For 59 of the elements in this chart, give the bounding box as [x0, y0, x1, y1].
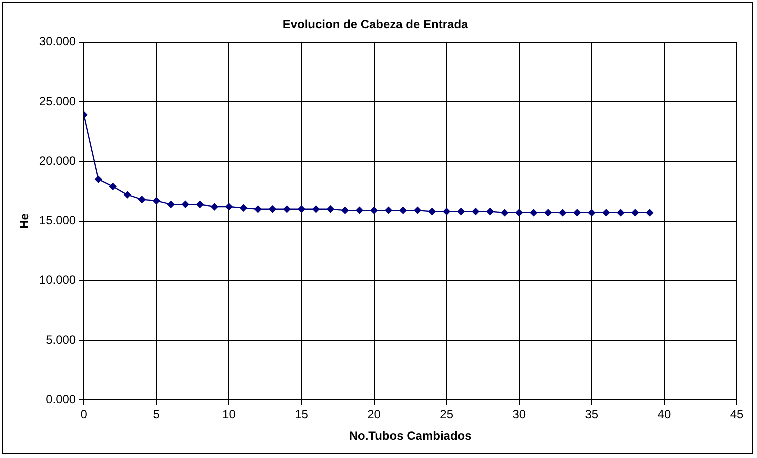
point	[617, 209, 625, 217]
point	[588, 209, 596, 217]
y-tick-label: 20.000	[39, 154, 76, 168]
point	[472, 208, 480, 216]
point	[298, 206, 306, 213]
point	[443, 208, 450, 216]
point	[240, 204, 248, 212]
y-axis-title: He	[18, 213, 32, 229]
point	[138, 196, 146, 204]
point	[182, 201, 190, 208]
x-axis-title: No.Tubos Cambiados	[349, 429, 472, 444]
point	[196, 201, 204, 208]
y-tick-label: 0.000	[46, 392, 76, 407]
point	[501, 209, 508, 217]
x-tick-label: 25	[440, 408, 454, 422]
point	[254, 206, 262, 213]
x-tick-label: 0	[80, 408, 88, 422]
point	[327, 206, 334, 213]
point	[95, 176, 102, 184]
x-tick-label: 40	[658, 408, 672, 422]
point	[602, 209, 610, 217]
point	[414, 206, 422, 214]
chart-title: Evolucion de Cabeza de Entrada	[282, 18, 469, 32]
point	[530, 209, 538, 217]
point	[646, 209, 654, 217]
point	[486, 208, 494, 216]
x-tick-label: 10	[222, 408, 236, 422]
point	[370, 206, 378, 214]
point	[458, 208, 465, 216]
point	[110, 183, 117, 190]
point	[124, 191, 132, 199]
point	[632, 209, 640, 217]
point	[516, 209, 523, 217]
x-tick-label: 30	[512, 408, 526, 422]
point	[284, 206, 291, 213]
x-tick-label: 45	[730, 408, 744, 422]
x-tick-label: 20	[368, 408, 382, 422]
point	[544, 209, 552, 217]
point	[400, 206, 407, 214]
point	[153, 197, 160, 205]
point	[428, 208, 436, 216]
point	[269, 206, 276, 213]
point	[312, 206, 320, 213]
point	[574, 209, 582, 217]
point	[226, 203, 233, 211]
y-tick-label: 25.000	[39, 94, 76, 108]
y-tick-label: 30.000	[39, 34, 76, 49]
point	[168, 201, 175, 208]
x-tick-label: 15	[295, 408, 309, 422]
point	[211, 203, 218, 211]
point	[356, 206, 364, 214]
y-tick-label: 5.000	[46, 332, 76, 347]
y-tick-label: 15.000	[39, 214, 76, 228]
point	[385, 206, 392, 214]
y-tick-label: 10.000	[39, 273, 76, 288]
point	[559, 209, 566, 217]
x-tick-label: 5	[153, 408, 160, 422]
x-tick-label: 35	[585, 408, 599, 422]
point	[342, 206, 349, 214]
